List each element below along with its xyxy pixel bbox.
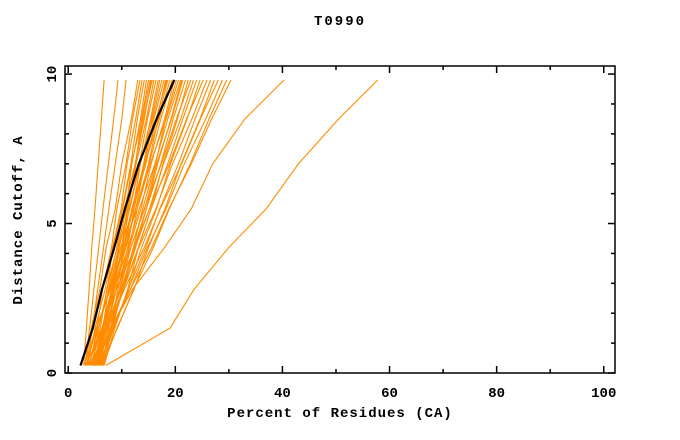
- model-line: [91, 79, 208, 366]
- y-axis-label: Distance Cutoff, A: [11, 135, 27, 304]
- plot-frame: [64, 65, 616, 374]
- x-tick-label: 40: [274, 386, 291, 402]
- model-line: [86, 79, 151, 366]
- model-line: [96, 79, 198, 366]
- model-line: [97, 79, 175, 366]
- model-line: [90, 79, 219, 366]
- model-line: [97, 79, 152, 366]
- model-line: [100, 79, 183, 366]
- reference-line: [79, 79, 176, 366]
- model-line: [84, 79, 139, 366]
- model-line: [85, 79, 171, 366]
- x-tick-label: 80: [488, 386, 505, 402]
- model-line: [105, 79, 379, 366]
- model-line: [83, 79, 105, 366]
- model-line: [84, 79, 119, 366]
- axis-ticks: [65, 66, 615, 374]
- y-tick-label: 0: [45, 369, 61, 377]
- y-tick-label: 5: [45, 219, 61, 227]
- model-line: [86, 79, 127, 366]
- model-lines-group: [83, 79, 379, 366]
- model-line: [98, 79, 147, 366]
- frame-rect: [64, 65, 616, 374]
- model-line: [94, 79, 232, 366]
- x-tick-label: 60: [381, 386, 398, 402]
- x-tick-label: 100: [591, 386, 616, 402]
- x-tick-label: 20: [167, 386, 184, 402]
- x-tick-label: 0: [64, 386, 72, 402]
- model-line: [83, 79, 180, 366]
- reference-line-group: [79, 79, 176, 366]
- model-line: [94, 79, 285, 366]
- y-tick-label: 10: [45, 66, 61, 83]
- axis-tick-labels: 0 20 40 60 80 100 0 5 10: [45, 66, 616, 402]
- x-axis-label: Percent of Residues (CA): [227, 406, 453, 422]
- chart-title: T0990: [314, 14, 366, 30]
- model-line: [99, 79, 228, 366]
- model-line: [85, 79, 204, 366]
